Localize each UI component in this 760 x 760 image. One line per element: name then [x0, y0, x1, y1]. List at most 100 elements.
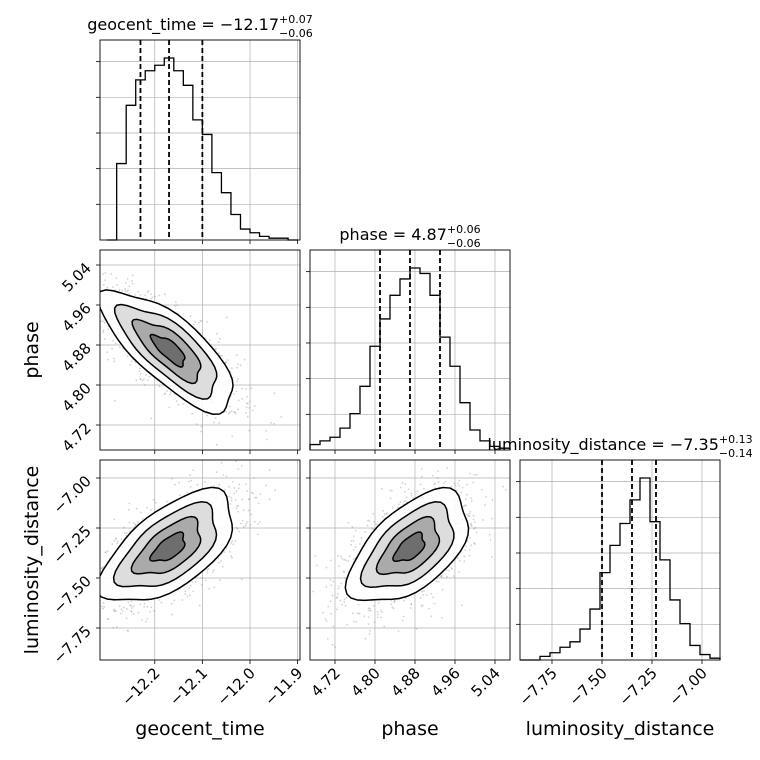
sample-point	[113, 608, 116, 611]
sample-point	[404, 597, 407, 600]
sample-point	[232, 543, 235, 546]
sample-point	[130, 606, 133, 609]
sample-point	[431, 474, 434, 477]
sample-point	[113, 540, 116, 542]
sample-point	[456, 557, 459, 560]
sample-point	[403, 500, 406, 503]
sample-point	[419, 597, 422, 599]
sample-point	[127, 289, 130, 292]
sample-point	[132, 613, 135, 615]
sample-point	[452, 575, 455, 578]
sample-point	[473, 521, 476, 523]
sample-point	[182, 402, 184, 405]
sample-point	[425, 594, 428, 596]
sample-point	[473, 527, 476, 530]
sample-point	[113, 518, 116, 521]
sample-point	[265, 429, 268, 432]
sample-point	[217, 352, 220, 354]
density-fill-4	[150, 334, 185, 367]
sample-point	[246, 490, 249, 493]
sample-point	[322, 611, 324, 614]
sample-point	[171, 477, 174, 480]
sample-point	[206, 320, 208, 323]
histogram-step-geocent_time	[107, 57, 298, 241]
sample-point	[219, 579, 222, 582]
sample-point	[225, 361, 227, 364]
sample-point	[90, 602, 92, 604]
sample-point	[346, 623, 349, 626]
sample-point	[213, 485, 216, 487]
sample-point	[404, 483, 407, 486]
sample-point	[368, 633, 371, 635]
sample-point	[420, 475, 423, 478]
sample-point	[448, 569, 451, 572]
sample-point	[386, 512, 389, 515]
sample-point	[116, 542, 119, 545]
sample-point	[103, 606, 106, 608]
hist-frame-phase	[309, 249, 511, 451]
sample-point	[437, 470, 439, 472]
sample-point	[369, 629, 372, 632]
sample-point	[126, 629, 129, 632]
sample-point	[393, 599, 396, 602]
sample-point	[340, 582, 343, 585]
sample-point	[27, 244, 29, 246]
sample-point	[434, 482, 437, 485]
sample-point	[186, 595, 189, 598]
sample-point	[89, 304, 91, 306]
sample-point	[114, 538, 117, 541]
sample-point	[254, 496, 257, 499]
sample-point	[243, 358, 246, 361]
sample-point	[143, 378, 145, 381]
sample-point	[92, 548, 94, 550]
sample-point	[222, 474, 225, 476]
title-geocent_time: geocent_time = −12.17+0.07	[87, 13, 313, 35]
sample-point	[97, 572, 99, 574]
sample-point	[194, 321, 197, 323]
density-fill-4	[149, 532, 185, 562]
sample-point	[220, 354, 223, 357]
sample-point	[130, 604, 132, 607]
sample-point	[95, 589, 97, 591]
sample-point	[228, 485, 230, 488]
sample-point	[188, 480, 191, 483]
sample-point	[351, 525, 354, 528]
sample-point	[468, 515, 471, 518]
sample-point	[231, 367, 233, 370]
sample-point	[95, 322, 97, 324]
sample-point	[135, 379, 138, 382]
sample-point	[80, 601, 82, 603]
sample-point	[420, 605, 423, 608]
sample-point	[248, 406, 251, 409]
sample-point	[380, 616, 382, 619]
sample-point	[89, 294, 91, 296]
sample-point	[445, 569, 448, 572]
sample-point	[390, 489, 393, 492]
sample-point	[235, 390, 238, 393]
sample-point	[470, 500, 473, 502]
sample-point	[115, 610, 117, 612]
sample-point	[489, 538, 492, 541]
sample-point	[420, 468, 423, 470]
sample-point	[237, 468, 240, 471]
sample-point	[112, 626, 115, 629]
sample-point	[367, 519, 369, 522]
y-tick-label-luminosity_distance: −7.75	[50, 622, 95, 667]
sample-point	[376, 616, 379, 619]
histogram-step-luminosity_distance	[520, 477, 721, 661]
sample-point	[393, 601, 396, 604]
sample-point	[433, 602, 436, 605]
sample-point	[502, 485, 504, 488]
sample-point	[336, 593, 339, 596]
sample-point	[358, 542, 361, 545]
sample-point	[124, 289, 127, 292]
hist-panel-luminosity_distance: luminosity_distance = −7.35+0.13−0.14	[487, 433, 753, 661]
sample-point	[416, 490, 419, 493]
sample-point	[225, 316, 228, 319]
sample-point	[129, 363, 132, 366]
sample-point	[140, 618, 143, 621]
sample-point	[268, 498, 271, 501]
sample-point	[215, 443, 218, 446]
sample-point	[240, 578, 243, 581]
sample-point	[220, 560, 222, 562]
